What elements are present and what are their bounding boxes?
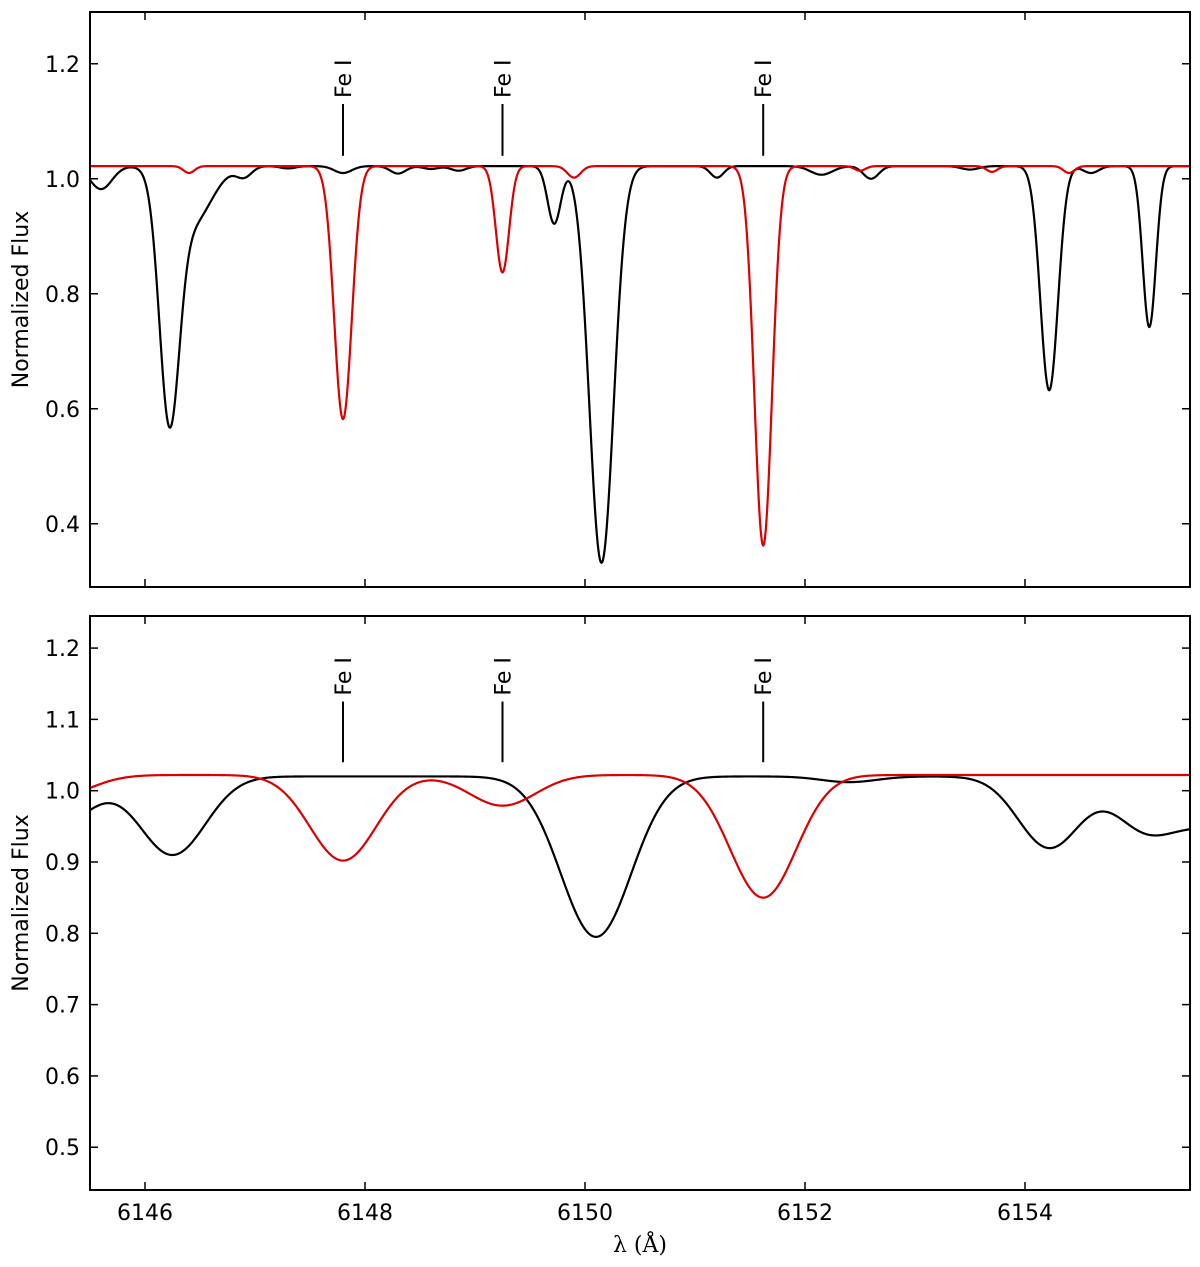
y-tick-label: 1.0 — [45, 168, 80, 193]
y-tick-label: 0.8 — [45, 283, 80, 308]
plot-area — [90, 165, 1190, 564]
y-tick-label: 0.4 — [45, 513, 80, 538]
line-marker-label: Fe I — [492, 60, 517, 98]
line-marker-label: Fe I — [332, 657, 357, 695]
line-marker-label: Fe I — [332, 60, 357, 98]
plot-area — [90, 773, 1190, 938]
spectrum-line-observed — [90, 775, 1190, 938]
y-tick-label: 0.5 — [45, 1136, 80, 1161]
panel-top: Fe I Fe I Fe I 0.4 0.6 0.8 1.0 1.2 Normalized Fl… — [9, 11, 1191, 588]
y-tick-label: 1.2 — [45, 53, 80, 78]
spectrum-line-model — [90, 165, 1190, 547]
y-tick-label: 1.0 — [45, 780, 80, 805]
x-tick-label: 6152 — [777, 1201, 833, 1226]
spectrum-line-model — [90, 773, 1190, 899]
y-tick-label: 0.8 — [45, 922, 80, 947]
x-tick-label: 6154 — [997, 1201, 1053, 1226]
axes-frame — [89, 11, 1191, 588]
x-tick-label: 6148 — [337, 1201, 393, 1226]
line-marker-label: Fe I — [752, 60, 777, 98]
y-tick-label: 1.2 — [45, 637, 80, 662]
y-tick-label: 0.9 — [45, 851, 80, 876]
y-tick-label: 0.6 — [45, 1065, 80, 1090]
x-tick-label: 6150 — [557, 1201, 613, 1226]
spectrum-line-observed — [90, 165, 1190, 564]
y-axis-title: Normalized Flux — [9, 211, 34, 388]
axes-frame — [89, 615, 1191, 1191]
panel-bottom: Fe I Fe I Fe I 0.5 0.6 0.7 0.8 0.9 1.0 1.1 1.2 6146… — [9, 615, 1191, 1258]
line-marker-label: Fe I — [752, 657, 777, 695]
y-tick-label: 0.7 — [45, 994, 80, 1019]
y-tick-label: 1.1 — [45, 708, 80, 733]
line-marker-label: Fe I — [492, 657, 517, 695]
y-axis-title: Normalized Flux — [9, 814, 34, 991]
x-axis-title: λ (Å) — [613, 1230, 667, 1258]
y-tick-label: 0.6 — [45, 398, 80, 423]
x-tick-label: 6146 — [117, 1201, 173, 1226]
